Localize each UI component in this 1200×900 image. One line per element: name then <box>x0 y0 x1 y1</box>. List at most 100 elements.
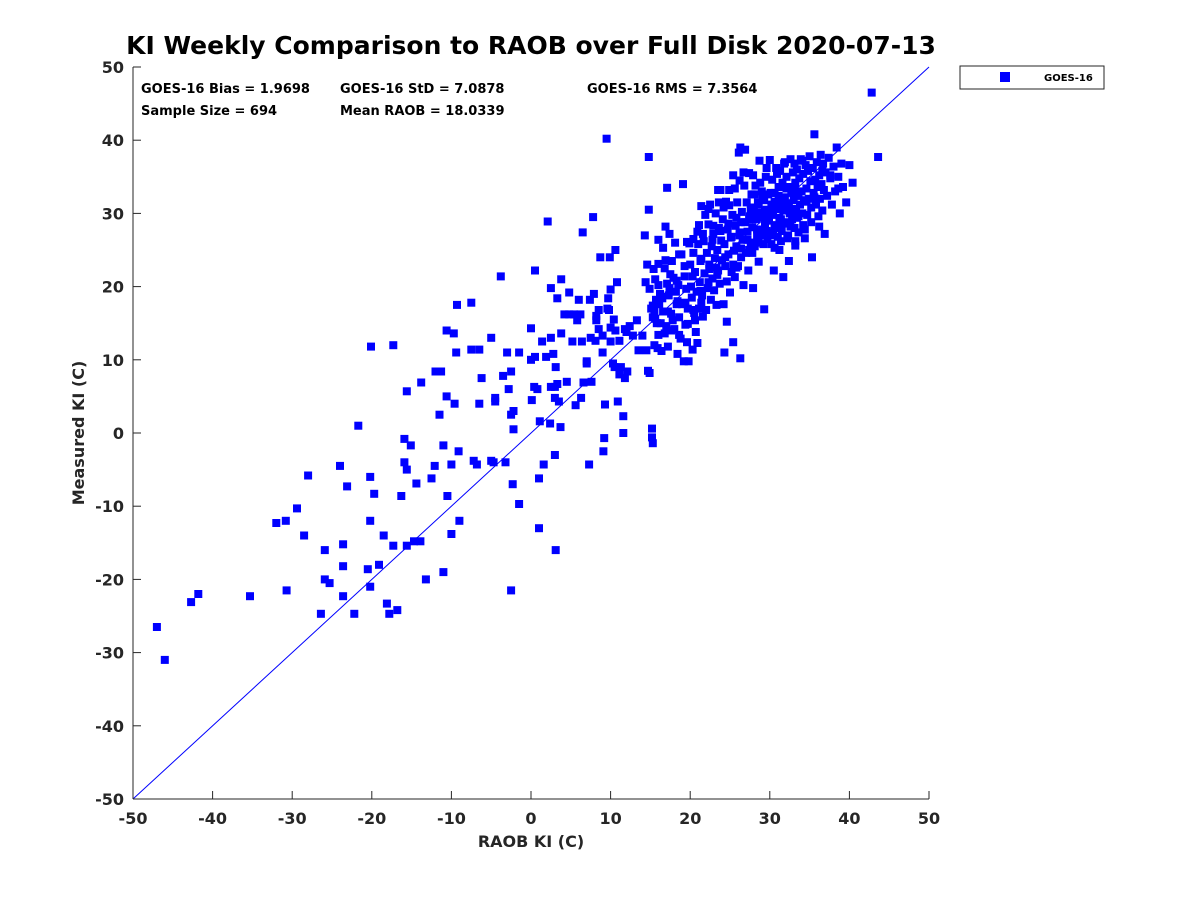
data-point <box>773 232 782 241</box>
data-point <box>477 374 486 383</box>
data-point <box>681 298 690 307</box>
data-point <box>596 253 605 262</box>
data-point <box>778 219 787 228</box>
data-point <box>397 492 406 500</box>
data-point <box>574 295 583 304</box>
data-point <box>776 215 785 224</box>
data-point <box>587 377 596 386</box>
data-point <box>791 241 800 250</box>
x-tick-label: -10 <box>437 809 466 828</box>
data-point <box>447 530 456 538</box>
data-point <box>442 326 451 335</box>
data-point <box>442 392 451 401</box>
data-point <box>535 417 544 426</box>
chart-title: KI Weekly Comparison to RAOB over Full D… <box>126 31 936 60</box>
data-point <box>769 231 777 240</box>
data-point <box>638 331 647 340</box>
data-point <box>421 575 430 584</box>
data-point <box>704 205 713 213</box>
data-point <box>601 400 609 409</box>
data-point <box>598 348 607 357</box>
data-point <box>402 465 411 474</box>
data-point <box>557 275 566 284</box>
data-point <box>720 348 729 357</box>
data-point <box>704 220 713 229</box>
stat-bias: GOES-16 Bias = 1.9698 <box>141 82 310 97</box>
data-point <box>709 229 718 238</box>
data-point <box>786 206 795 215</box>
data-point <box>562 377 571 386</box>
data-point <box>663 183 672 192</box>
data-point <box>339 540 348 549</box>
data-point <box>437 367 446 376</box>
data-point <box>782 184 791 193</box>
data-point <box>554 397 563 406</box>
data-point <box>551 363 560 372</box>
data-point <box>568 337 577 346</box>
data-point <box>406 441 415 450</box>
data-point <box>339 592 348 601</box>
data-point <box>673 349 682 358</box>
data-point <box>435 410 444 419</box>
data-point <box>682 284 691 293</box>
data-point <box>780 193 789 202</box>
data-point <box>792 213 801 222</box>
data-point <box>533 385 542 394</box>
data-point <box>780 158 789 167</box>
data-point <box>708 235 717 244</box>
data-point <box>402 541 411 550</box>
data-point <box>829 162 838 171</box>
data-point <box>509 425 518 434</box>
data-point <box>782 172 791 181</box>
data-point <box>538 337 547 346</box>
data-point <box>431 367 440 376</box>
data-point <box>194 590 203 598</box>
data-point <box>784 202 793 211</box>
data-point <box>757 187 766 196</box>
data-point <box>762 227 771 235</box>
data-point <box>723 225 732 234</box>
data-point <box>663 342 672 351</box>
data-point <box>794 228 803 237</box>
data-point <box>786 222 795 231</box>
data-point <box>759 231 768 240</box>
data-point <box>691 316 699 325</box>
data-point <box>737 218 746 227</box>
data-point <box>542 352 551 361</box>
data-point <box>709 221 718 230</box>
data-point <box>640 231 649 240</box>
data-point <box>370 489 379 498</box>
data-point <box>487 333 496 342</box>
data-point <box>746 205 755 213</box>
data-point <box>427 474 436 483</box>
data-point <box>691 268 699 276</box>
data-point <box>756 178 765 187</box>
data-point <box>834 172 843 181</box>
data-point <box>705 260 714 269</box>
data-point <box>366 582 375 591</box>
x-axis-ticks: -50 -40 -30 -20 -10 0 10 20 30 40 50 <box>119 791 940 828</box>
data-point <box>753 225 762 234</box>
data-point <box>605 253 614 262</box>
data-point <box>789 196 798 205</box>
data-point <box>732 242 741 251</box>
data-point <box>454 447 463 456</box>
data-point <box>385 609 394 618</box>
data-point <box>549 349 558 358</box>
data-point <box>760 305 769 314</box>
data-point <box>695 304 703 313</box>
data-point <box>703 284 712 293</box>
data-point <box>649 265 658 273</box>
data-point <box>320 575 329 584</box>
data-point <box>622 328 631 336</box>
data-point <box>467 345 476 354</box>
data-point <box>610 363 619 372</box>
data-point <box>546 333 555 342</box>
data-point <box>696 287 705 295</box>
legend-marker-square <box>1000 72 1010 82</box>
data-point <box>730 273 739 282</box>
data-point <box>718 215 727 224</box>
data-point <box>826 171 835 180</box>
data-point <box>366 472 375 481</box>
data-point <box>722 317 731 326</box>
